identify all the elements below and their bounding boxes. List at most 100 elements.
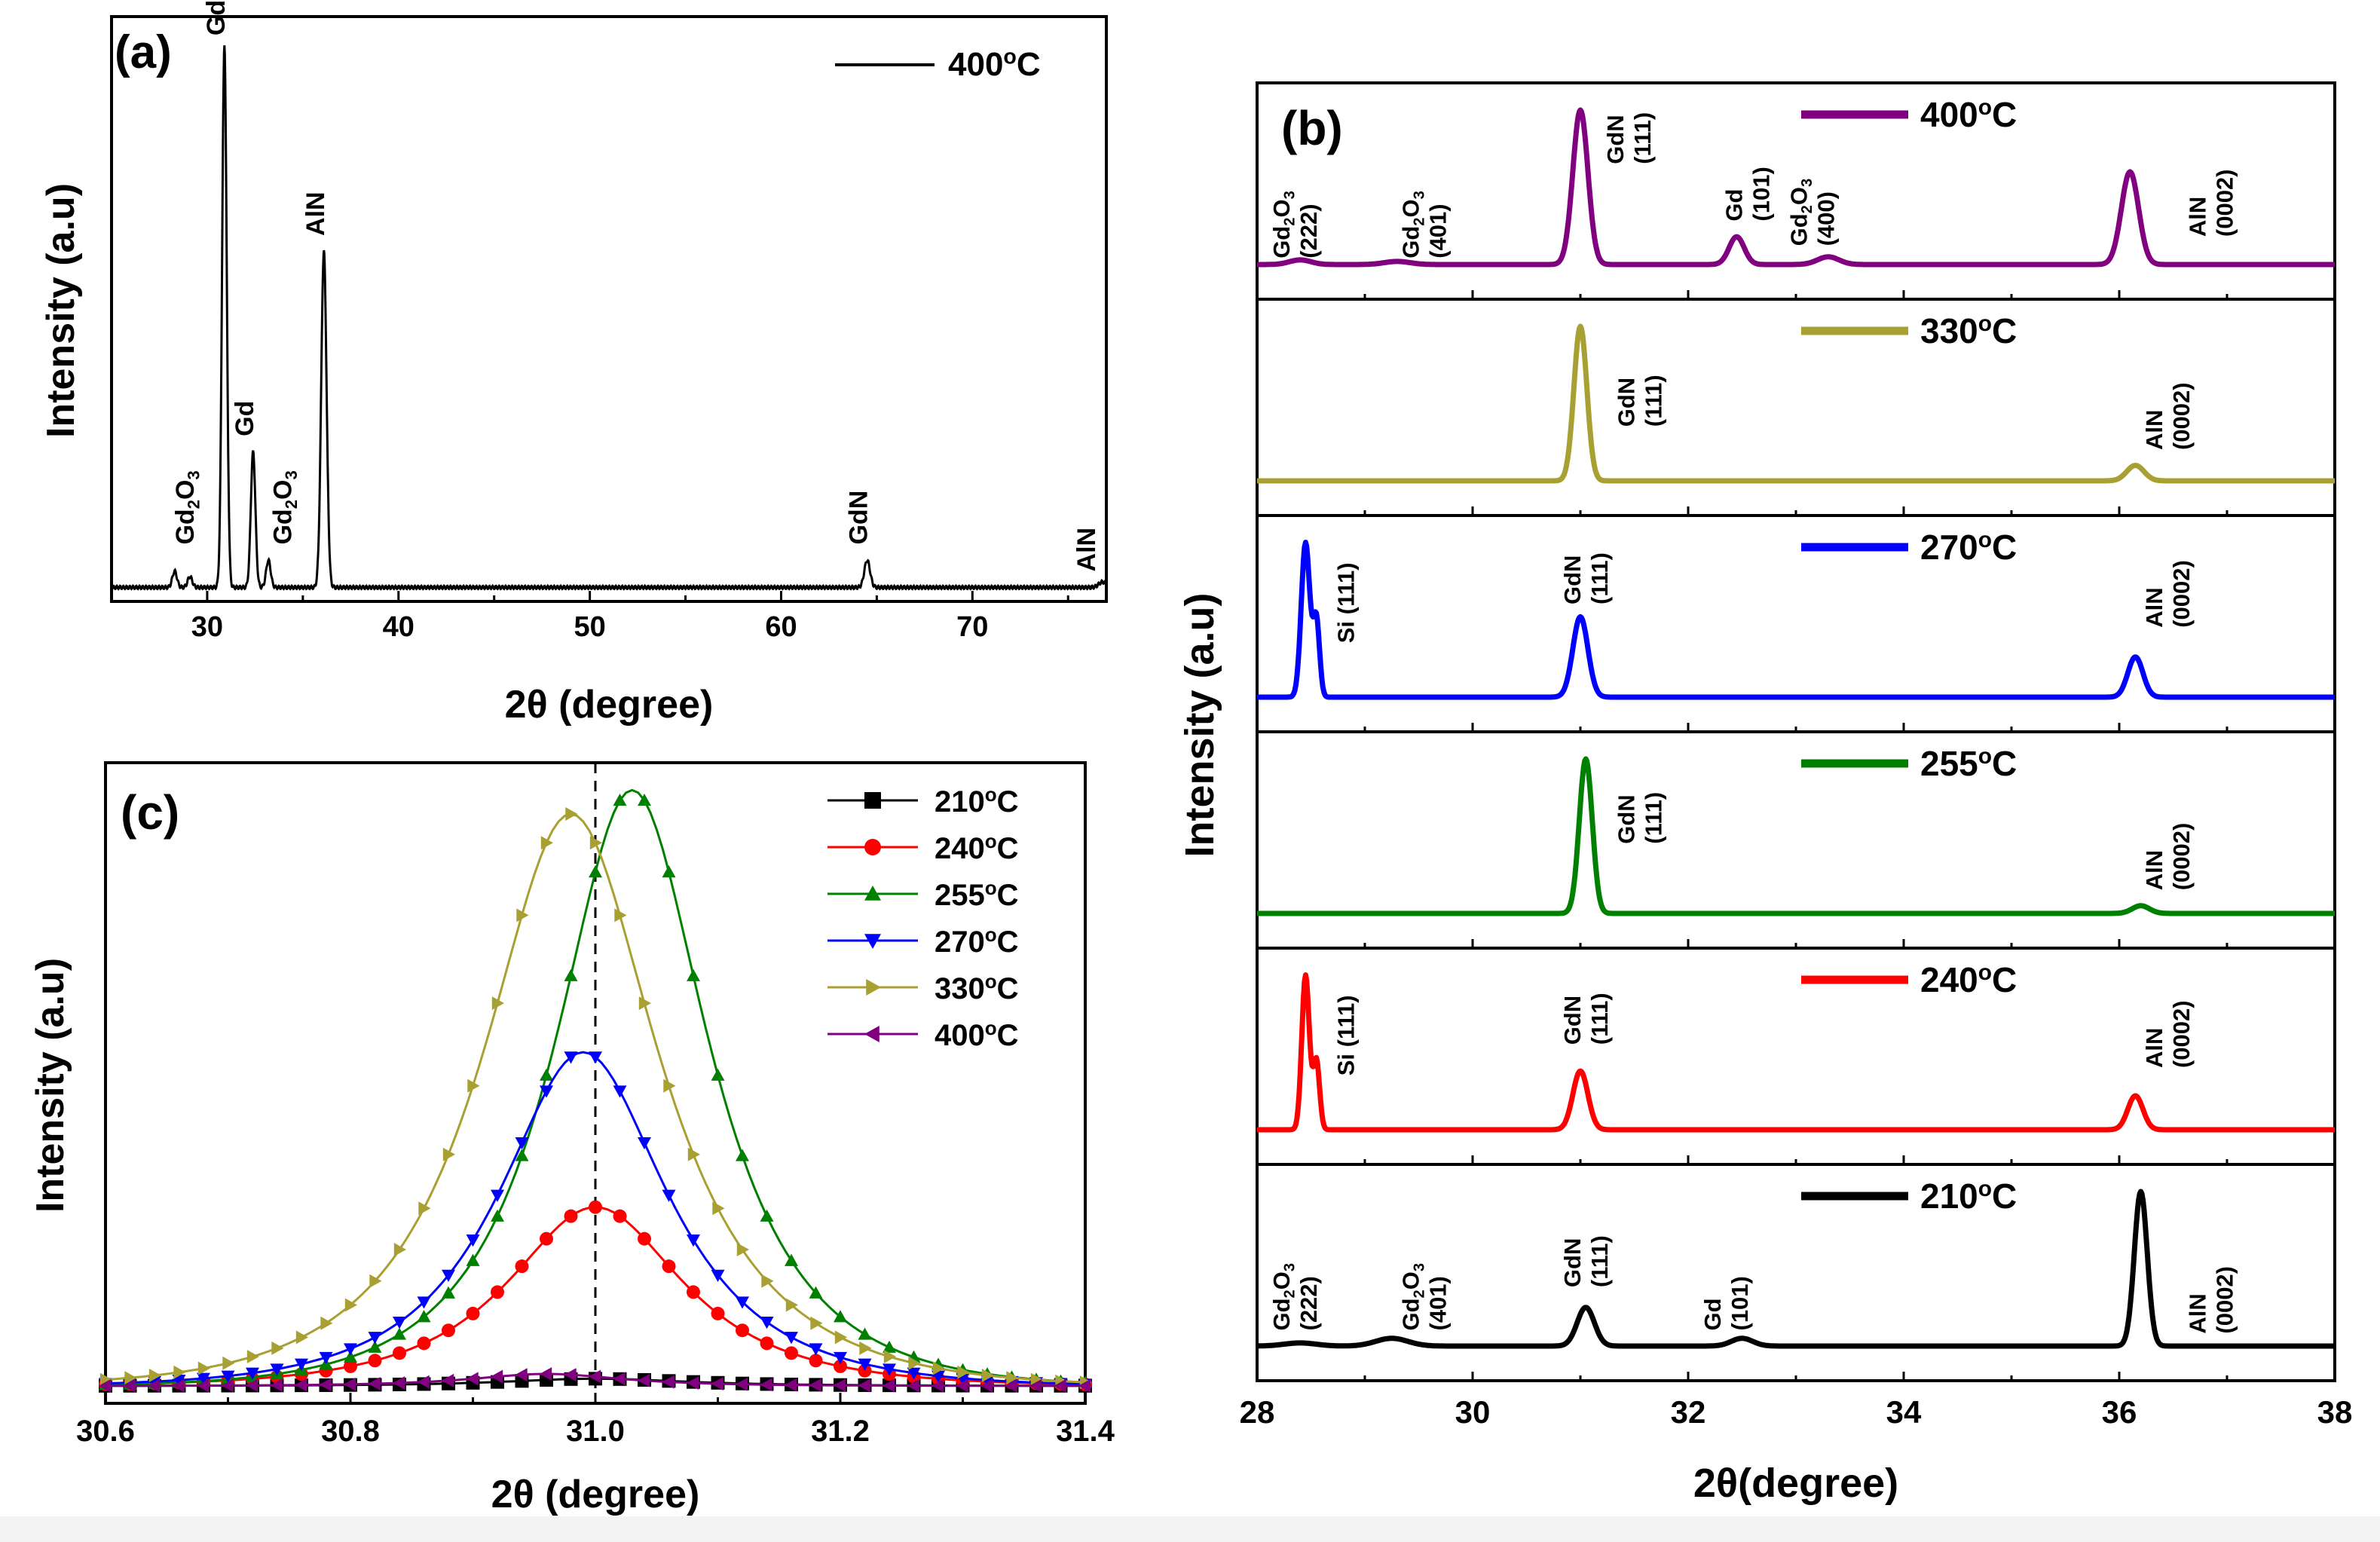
label-part: 3 (1282, 1263, 1299, 1271)
series-marker-330°C (834, 1330, 847, 1345)
series-marker-400°C (1078, 1378, 1091, 1393)
peak-label: (0002) (2211, 169, 2238, 237)
legend-label-330°C: 330oC (1920, 311, 2017, 350)
legend-marker-330°C (866, 979, 881, 996)
series-marker-240°C (589, 1200, 602, 1214)
series-marker-240°C (417, 1336, 431, 1351)
legend-label-240°C: 240oC (1920, 960, 2017, 999)
legend-marker-255°C (864, 886, 881, 901)
series-marker-240°C (736, 1323, 749, 1338)
series-marker-400°C (540, 1367, 552, 1381)
series-marker-400°C (687, 1375, 699, 1390)
series-marker-400°C (711, 1376, 723, 1391)
peak-label: AlN (2184, 197, 2210, 237)
series-marker-400°C (638, 1373, 650, 1387)
peak-label: GdN (1559, 555, 1586, 604)
peak-label: Gd (1699, 1298, 1726, 1330)
legend-label-330°C: 330oC (935, 970, 1019, 1005)
peak-label: Gd2O3 (171, 470, 203, 544)
series-marker-330°C (442, 1147, 455, 1161)
legend-label-240°C: 240oC (935, 830, 1019, 865)
series-marker-330°C (1006, 1371, 1019, 1385)
series-marker-330°C (589, 836, 602, 850)
series-marker-400°C (319, 1378, 332, 1392)
series-marker-330°C (320, 1316, 333, 1330)
series-marker-330°C (222, 1356, 235, 1370)
peak-label: AlN (1072, 528, 1101, 572)
series-marker-330°C (148, 1368, 161, 1382)
label-part: C (1017, 46, 1041, 83)
label-part: o (985, 1017, 997, 1039)
series-marker-400°C (613, 1372, 626, 1386)
peak-label: (222) (1296, 203, 1322, 258)
legend-marker-400°C (864, 1026, 879, 1042)
series-marker-255°C (393, 1327, 406, 1340)
peak-label: GdN (1614, 378, 1640, 427)
series-marker-240°C (393, 1346, 406, 1360)
series-marker-255°C (687, 968, 700, 981)
panel-a-chart: 30 40 50 60 70Gd2O3GdNGdGd2O3AlNGdNAlN400oC(… (39, 0, 1108, 727)
series-marker-400°C (736, 1377, 748, 1391)
series-marker-330°C (981, 1368, 994, 1382)
series-marker-270°C (466, 1235, 480, 1247)
peak-label: (111) (1586, 1235, 1613, 1287)
x-tick-label: 70 (956, 611, 988, 643)
series-marker-270°C (858, 1358, 872, 1371)
label-part: C (1992, 311, 2017, 350)
series-marker-270°C (883, 1363, 896, 1376)
label-part: 255 (935, 879, 985, 912)
peak-label: Gd2O3 (1398, 1263, 1428, 1331)
series-marker-255°C (809, 1286, 823, 1299)
series-marker-330°C (761, 1274, 774, 1288)
series-marker-270°C (809, 1343, 823, 1356)
legend-marker-240°C (864, 839, 881, 855)
series-marker-330°C (638, 996, 651, 1011)
series-marker-330°C (736, 1243, 749, 1257)
series-marker-330°C (957, 1365, 970, 1379)
series-marker-255°C (466, 1253, 480, 1266)
series-marker-270°C (442, 1269, 455, 1282)
x-tick-label: 30.6 (76, 1415, 135, 1448)
x-tick-label: 28 (1240, 1394, 1275, 1430)
series-marker-330°C (540, 836, 553, 850)
x-tick-label: 32 (1671, 1394, 1706, 1430)
series-marker-270°C (736, 1296, 749, 1309)
series-marker-270°C (662, 1189, 676, 1202)
label-part: O (1398, 199, 1424, 217)
series-marker-240°C (344, 1359, 357, 1373)
label-part: 270 (935, 926, 985, 959)
legend-marker-210°C (864, 792, 881, 809)
series-marker-400°C (99, 1378, 112, 1393)
series-marker-270°C (613, 1085, 627, 1098)
series-line-270°C (1255, 540, 2337, 700)
series-marker-330°C (712, 1201, 725, 1216)
series-marker-255°C (662, 865, 676, 878)
label-part: 400 (1920, 95, 1978, 134)
series-marker-400°C (1054, 1378, 1066, 1393)
series-marker-330°C (614, 908, 627, 922)
series-marker-330°C (516, 908, 529, 922)
peak-label: GdN (1614, 794, 1640, 843)
peak-label: (111) (1586, 552, 1613, 604)
panel-c-chart: 30.6 30.8 31.0 31.2 31.4210oC240oC255oC270oC… (29, 761, 1115, 1516)
series-marker-255°C (344, 1350, 357, 1363)
label-part: C (997, 832, 1019, 865)
series-marker-255°C (368, 1340, 382, 1353)
series-marker-330°C (418, 1201, 431, 1216)
label-part: 330 (1920, 311, 1978, 350)
series-marker-400°C (368, 1376, 381, 1391)
legend-marker-270°C (864, 934, 881, 949)
series-marker-255°C (564, 968, 578, 981)
label-part: C (997, 879, 1019, 912)
label-part: 3 (185, 470, 203, 479)
series-marker-255°C (613, 793, 627, 806)
series-marker-240°C (834, 1359, 847, 1373)
series-marker-240°C (638, 1231, 651, 1246)
label-part: o (1978, 528, 1992, 552)
series-marker-330°C (344, 1298, 357, 1312)
label-part: C (1992, 744, 2017, 783)
series-marker-270°C (760, 1317, 774, 1329)
label-part: O (1268, 199, 1295, 217)
legend-label-400C: 400oC (948, 45, 1041, 83)
series-marker-240°C (564, 1209, 578, 1223)
